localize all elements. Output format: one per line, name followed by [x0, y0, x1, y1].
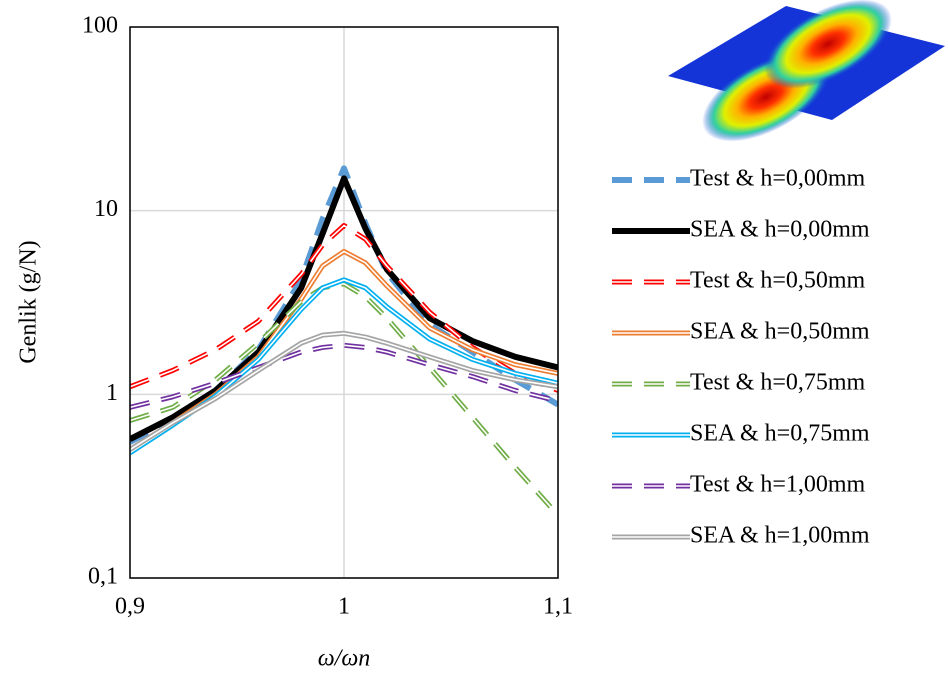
- series-line-inner: [130, 344, 558, 409]
- legend-label: Test & h=0,75mm: [690, 370, 866, 396]
- mode-shape-image: [668, 0, 945, 142]
- legend-label: Test & h=1,00mm: [690, 472, 866, 498]
- series-line-inner: [130, 282, 558, 516]
- hot-spot: [764, 0, 892, 89]
- y-tick-label: 100: [82, 13, 118, 39]
- x-tick-label: 1: [338, 594, 350, 620]
- legend-label: Test & h=0,50mm: [690, 268, 866, 294]
- series-line: [130, 175, 558, 442]
- legend-label: SEA & h=0,50mm: [690, 319, 870, 345]
- legend-label: SEA & h=0,75mm: [690, 421, 870, 447]
- y-tick-label: 0,1: [88, 564, 118, 590]
- legend-label: SEA & h=0,00mm: [690, 217, 870, 243]
- y-tick-label: 10: [94, 196, 118, 222]
- y-axis-label: Genlik (g/N): [16, 240, 42, 363]
- plot-border: [129, 26, 559, 579]
- legend-label: Test & h=0,00mm: [690, 166, 866, 192]
- legend-label: SEA & h=1,00mm: [690, 523, 870, 549]
- x-tick-label: 0,9: [115, 594, 145, 620]
- y-tick-label: 1: [106, 380, 118, 406]
- series-line-inner: [130, 332, 558, 451]
- x-tick-label: 1,1: [543, 594, 573, 620]
- x-axis-label: ω/ωn: [318, 646, 371, 672]
